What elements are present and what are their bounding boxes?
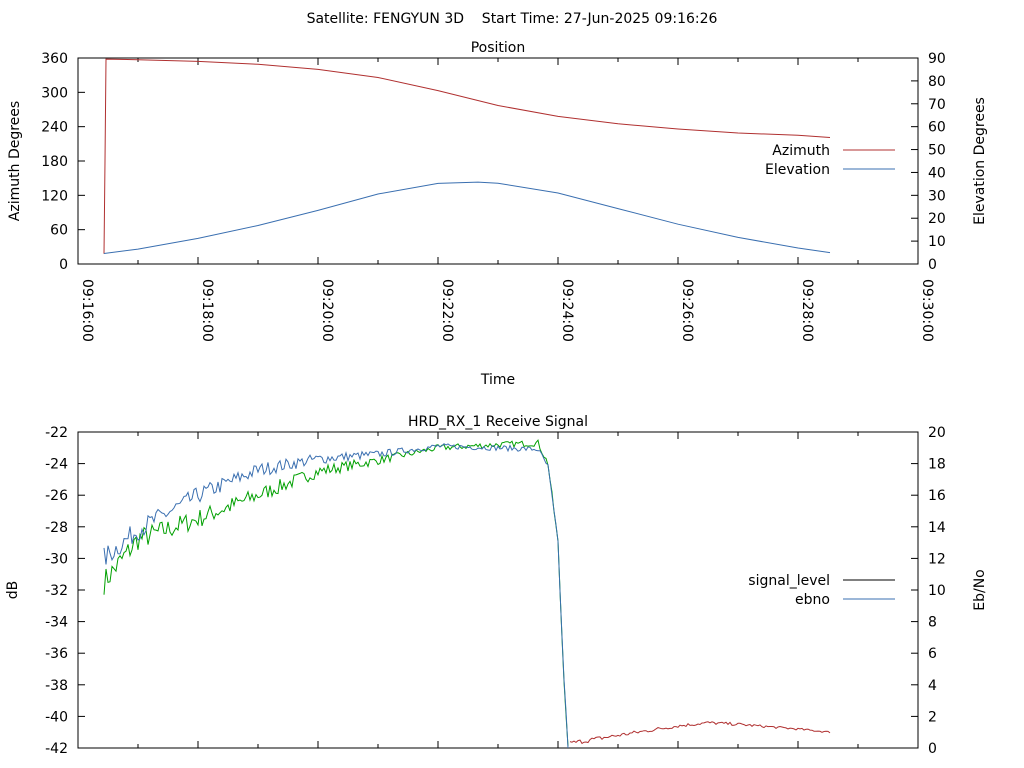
chart-title: HRD_RX_1 Receive Signal xyxy=(408,414,588,430)
y-tick-label: -30 xyxy=(45,551,68,567)
x-tick-label: 09:16:00 xyxy=(79,279,95,342)
receive-signal-chart: HRD_RX_1 Receive Signal -22 -24 -26 -28 -30 -3… xyxy=(5,414,988,757)
y2-tick-label: 6 xyxy=(928,646,937,662)
y-tick-label: -42 xyxy=(45,741,68,757)
y2-tick-label: 14 xyxy=(928,520,946,536)
y2-tick-label: 50 xyxy=(928,143,946,159)
y2-tick-label: 8 xyxy=(928,615,937,631)
y2-tick-label: 30 xyxy=(928,188,946,204)
y2-axis-label: Eb/No xyxy=(972,569,988,611)
y2-tick-label: 80 xyxy=(928,74,946,90)
y2-tick-label: 2 xyxy=(928,709,937,725)
y2-tick-label: 90 xyxy=(928,51,946,67)
y2-tick-label: 40 xyxy=(928,165,946,181)
y-tick-label: 120 xyxy=(41,188,68,204)
y2-axis-label: Elevation Degrees xyxy=(972,97,988,225)
y-tick-label: 360 xyxy=(41,51,68,67)
y2-tick-label: 10 xyxy=(928,234,946,250)
chart-title: Position xyxy=(471,40,526,56)
y2-tick-label: 10 xyxy=(928,583,946,599)
y-tick-label: 300 xyxy=(41,85,68,101)
ebno-line xyxy=(103,443,569,749)
x-tick-label: 09:26:00 xyxy=(679,279,695,342)
y-tick-label: -32 xyxy=(45,583,68,599)
y2-tick-label: 16 xyxy=(928,488,946,504)
y2-tick-label: 0 xyxy=(928,741,937,757)
y-tick-label: 0 xyxy=(59,257,68,273)
y2-tick-label: 70 xyxy=(928,97,946,113)
x-tick-label: 09:20:00 xyxy=(319,279,335,342)
chart-header-title: Satellite: FENGYUN 3D Start Time: 27-Jun… xyxy=(307,11,718,27)
y2-tick-label: 12 xyxy=(928,551,946,567)
legend-label: Elevation xyxy=(765,162,830,178)
y-axis-label: Azimuth Degrees xyxy=(7,101,23,221)
legend-label: signal_level xyxy=(748,573,830,589)
y2-tick-label: 18 xyxy=(928,457,946,473)
legend-label: ebno xyxy=(795,592,830,608)
y-tick-label: -22 xyxy=(45,425,68,441)
position-chart: Position 09:16:00 09:18:00 09:20:00 09:22:00… xyxy=(7,40,988,388)
y-tick-label: 60 xyxy=(50,223,68,239)
azimuth-line xyxy=(103,58,831,254)
signal-level-line xyxy=(103,439,569,747)
x-tick-label: 09:30:00 xyxy=(919,279,935,342)
y-axis-label: dB xyxy=(5,581,21,600)
x-axis-label: Time xyxy=(480,372,515,388)
x-tick-label: 09:22:00 xyxy=(439,279,455,342)
plot-frame xyxy=(77,57,919,265)
x-tick-label: 09:28:00 xyxy=(799,279,815,342)
x-tick-label: 09:24:00 xyxy=(559,279,575,342)
y-tick-label: -38 xyxy=(45,678,68,694)
y2-tick-label: 60 xyxy=(928,120,946,136)
y-tick-label: 180 xyxy=(41,154,68,170)
x-tick-label: 09:18:00 xyxy=(199,279,215,342)
y-tick-label: 240 xyxy=(41,120,68,136)
y-tick-label: -24 xyxy=(45,457,68,473)
y2-tick-label: 20 xyxy=(928,425,946,441)
plot-frame xyxy=(77,431,919,749)
y2-tick-label: 20 xyxy=(928,211,946,227)
y-tick-label: -26 xyxy=(45,488,68,504)
y2-tick-label: 0 xyxy=(928,257,937,273)
y-tick-label: -28 xyxy=(45,520,68,536)
y-tick-label: -36 xyxy=(45,646,68,662)
y-tick-label: -40 xyxy=(45,709,68,725)
legend-label: Azimuth xyxy=(772,143,830,159)
elevation-line xyxy=(103,181,831,254)
y2-tick-label: 4 xyxy=(928,678,937,694)
y-tick-label: -34 xyxy=(45,615,68,631)
trace-2-line xyxy=(569,721,831,745)
